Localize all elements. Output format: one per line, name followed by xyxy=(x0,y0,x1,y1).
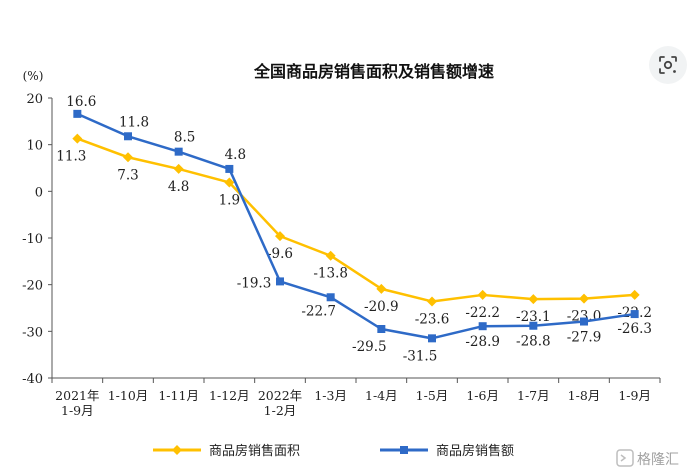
data-point-diamond xyxy=(427,296,437,307)
x-tick-label: 1-11月 xyxy=(158,388,199,403)
data-point-square xyxy=(174,147,183,156)
x-tick-label: 1-5月 xyxy=(416,388,449,403)
data-label: -23.6 xyxy=(415,311,450,327)
y-tick-label: -30 xyxy=(22,325,43,340)
x-tick-label: 1-2月 xyxy=(264,403,297,418)
data-label: -27.9 xyxy=(567,330,602,346)
data-label: -31.5 xyxy=(403,348,438,364)
lens-search-icon xyxy=(659,56,677,74)
data-label: 1.9 xyxy=(219,192,240,208)
data-label: 11.8 xyxy=(119,114,149,130)
data-point-square xyxy=(73,109,82,118)
legend-marker-square xyxy=(400,446,408,454)
legend-label: 商品房销售额 xyxy=(436,443,514,459)
data-label: -22.7 xyxy=(301,303,336,319)
series-line xyxy=(76,112,635,340)
data-point-diamond xyxy=(173,163,184,174)
watermark-text: 格隆汇 xyxy=(637,452,679,468)
data-label: 11.3 xyxy=(56,149,86,165)
y-tick-label: -10 xyxy=(22,232,43,247)
data-label: -28.9 xyxy=(465,334,500,350)
data-point-square xyxy=(124,132,132,141)
data-point-diamond xyxy=(477,289,488,300)
lens-search-button[interactable] xyxy=(649,46,687,84)
watermark-logo-icon xyxy=(616,449,634,467)
data-point-square xyxy=(326,293,335,302)
data-label: -28.8 xyxy=(516,334,551,350)
data-point-diamond xyxy=(123,152,133,163)
data-point-square xyxy=(225,164,234,173)
data-point-square xyxy=(428,334,436,343)
data-label: -29.5 xyxy=(352,339,387,355)
y-tick-label: 0 xyxy=(35,185,43,200)
data-point-diamond xyxy=(579,293,589,304)
data-label: 16.6 xyxy=(66,94,96,110)
data-label: -13.8 xyxy=(313,266,348,282)
x-tick-label: 1-9月 xyxy=(618,388,651,403)
y-tick-label: -40 xyxy=(22,372,43,387)
data-point-diamond xyxy=(376,283,387,294)
x-tick-label: 1-10月 xyxy=(108,388,149,403)
data-point-square xyxy=(377,325,386,333)
y-axis-unit: (%) xyxy=(23,69,44,83)
data-point-square xyxy=(580,317,588,326)
series-layer: 11.3 7.3 4.8 1.9 -9.6 -13.8 -20.9 -23.6 -22.2 -23… xyxy=(56,94,652,364)
data-point-diamond xyxy=(528,294,539,305)
watermark xyxy=(616,449,634,467)
legend: 商品房销售面积 商品房销售额 xyxy=(153,443,514,459)
y-tick-label: -20 xyxy=(22,279,43,294)
data-label: 7.3 xyxy=(117,167,138,183)
data-label: 8.5 xyxy=(174,130,195,146)
x-tick-label: 1-9月 xyxy=(61,403,94,418)
data-label: -23.1 xyxy=(516,309,551,325)
legend-marker-diamond xyxy=(172,445,182,455)
data-point-square xyxy=(478,322,487,331)
data-point-diamond xyxy=(275,231,285,242)
series-sales-amount: 16.611.88.54.8-19.3-22.7-29.5-31.5-28.9-… xyxy=(66,94,652,364)
data-point-diamond xyxy=(325,250,336,261)
chart-title: 全国商品房销售面积及销售额增速 xyxy=(253,62,494,81)
data-label: -22.2 xyxy=(465,305,500,321)
x-tick-label: 1-12月 xyxy=(209,388,250,403)
data-point-square xyxy=(630,310,639,319)
x-tick-label: 2021年 xyxy=(55,388,99,403)
data-point-diamond xyxy=(72,133,83,144)
x-tick-label: 1-7月 xyxy=(517,388,550,403)
data-label: -19.3 xyxy=(237,275,272,291)
series-sales-area: 11.3 7.3 4.8 1.9 -9.6 -13.8 -20.9 -23.6 -22.2 -23… xyxy=(56,133,652,327)
legend-label: 商品房销售面积 xyxy=(209,443,300,459)
data-point-diamond xyxy=(629,289,640,300)
data-label: 4.8 xyxy=(168,179,189,195)
x-tick-label: 1-6月 xyxy=(466,388,499,403)
x-tick-label: 1-3月 xyxy=(314,388,347,403)
data-label: -9.6 xyxy=(267,246,293,262)
y-tick-label: 20 xyxy=(26,92,43,107)
data-point-square xyxy=(529,321,538,330)
y-tick-label: 10 xyxy=(26,139,43,154)
series-line xyxy=(76,137,635,303)
data-label: 4.8 xyxy=(225,147,246,163)
data-label: -26.3 xyxy=(617,321,652,337)
data-point-square xyxy=(276,277,284,286)
x-tick-label: 1-4月 xyxy=(365,388,398,403)
data-point-diamond xyxy=(224,177,235,188)
x-tick-label: 1-8月 xyxy=(568,388,601,403)
data-label: -20.9 xyxy=(364,299,399,315)
x-tick-label: 2022年 xyxy=(258,388,302,403)
